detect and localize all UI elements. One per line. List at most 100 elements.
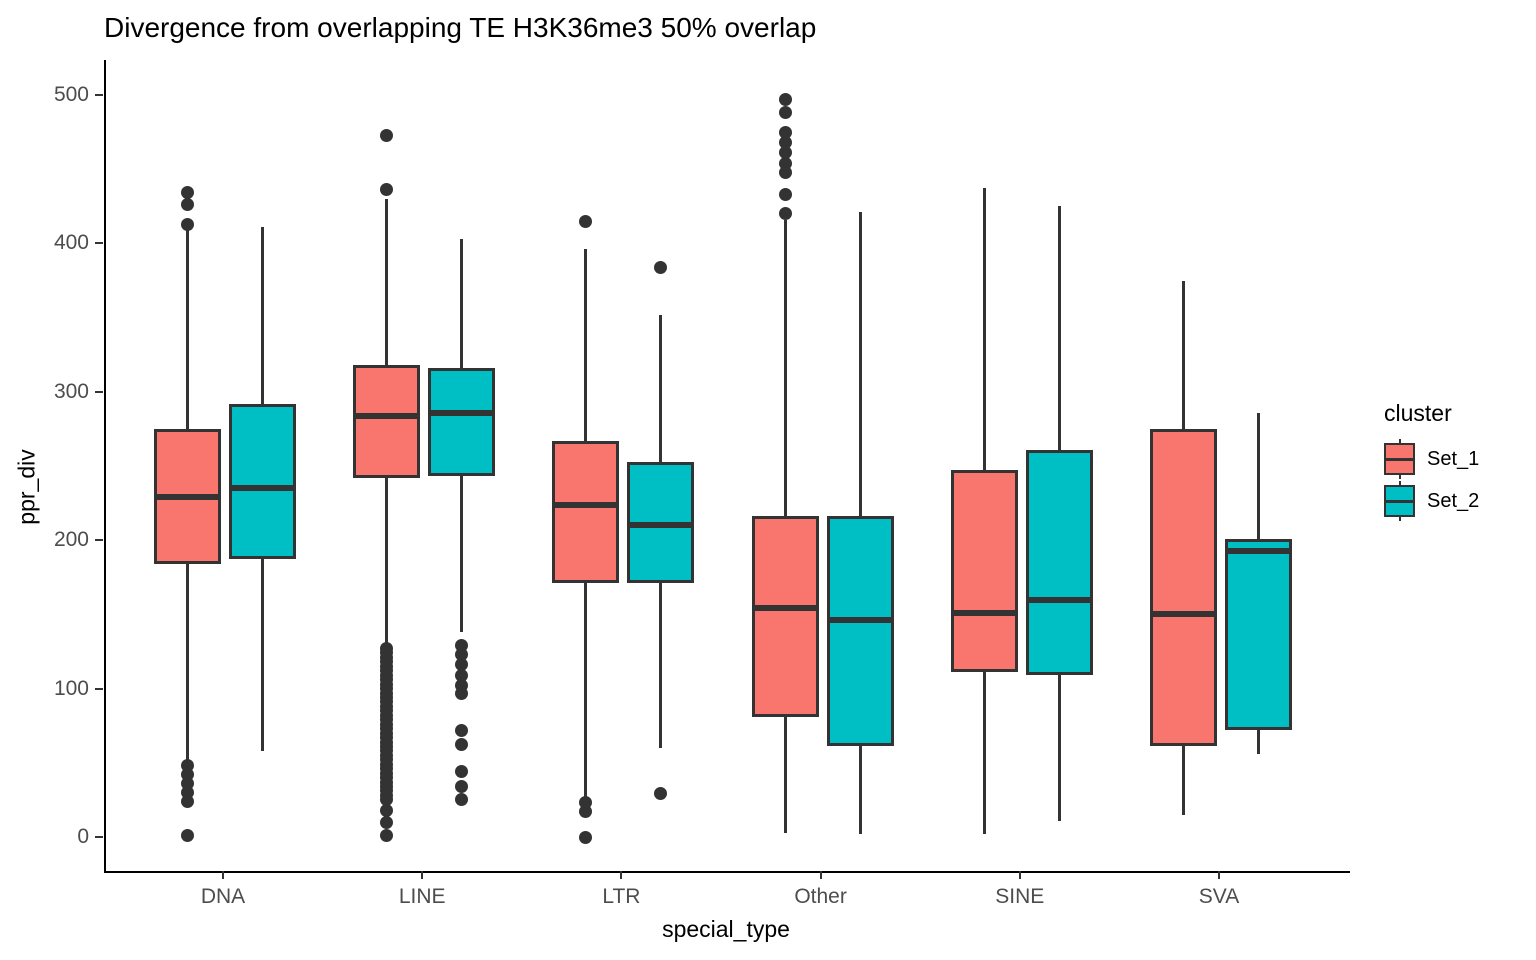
whisker-line [1257, 412, 1260, 539]
y-axis-tick [95, 94, 103, 96]
legend-label-set2: Set_2 [1427, 489, 1480, 512]
median-line [952, 609, 1016, 616]
plot-panel [104, 60, 1350, 873]
outlier-dot [181, 217, 194, 231]
y-tick-label: 400 [53, 231, 89, 255]
whisker-line [385, 477, 389, 646]
whisker-line [1257, 730, 1260, 754]
x-tick-label: LTR [602, 885, 641, 908]
y-axis-tick [95, 242, 103, 245]
median-line [1027, 596, 1091, 603]
x-axis-tick [620, 871, 623, 879]
outlier-dot [778, 187, 792, 201]
median-line [355, 412, 419, 419]
outlier-dot [579, 830, 593, 844]
whisker-line [858, 212, 862, 517]
boxplot-box [353, 365, 421, 478]
outlier-dot [654, 787, 668, 801]
outlier-dot [455, 686, 469, 700]
x-axis-tick [819, 871, 822, 879]
x-tick-label: Other [794, 885, 847, 908]
y-axis-title: ppr_div [13, 449, 40, 525]
whisker-line [783, 716, 787, 833]
outlier-dot [181, 198, 194, 212]
outlier-dot [455, 723, 469, 737]
outlier-dot [455, 780, 469, 794]
legend-key-set2-boxplot-glyph [1384, 481, 1415, 521]
outlier-dot [181, 794, 194, 808]
outlier-dot [778, 135, 792, 149]
legend: cluster Set_1 Set_2 [1384, 400, 1479, 527]
outlier-dot [181, 829, 194, 843]
outlier-dot [455, 738, 469, 752]
y-tick-label: 300 [53, 379, 89, 403]
outlier-dot [778, 106, 792, 120]
median-line [828, 617, 892, 624]
whisker-line [783, 219, 787, 517]
whisker-line [460, 238, 464, 369]
median-line [753, 605, 817, 612]
outlier-dot [579, 805, 593, 819]
outlier-dot [455, 647, 469, 661]
whisker-line [659, 583, 663, 748]
outlier-dot [778, 125, 792, 139]
whisker-line [1057, 675, 1061, 821]
outlier-dot [455, 765, 469, 779]
whisker-line [659, 314, 663, 462]
whisker-line [1057, 206, 1061, 450]
median-line [1152, 611, 1215, 618]
outlier-dot [380, 803, 394, 817]
legend-item-set2: Set_2 [1384, 481, 1480, 521]
y-axis-tick [95, 836, 103, 838]
outlier-dot [380, 128, 394, 142]
x-tick-label: SINE [995, 885, 1045, 908]
chart-title: Divergence from overlapping TE H3K36me3 … [104, 12, 817, 43]
whisker-line [1182, 280, 1185, 429]
y-axis-tick [95, 539, 103, 542]
legend-label-set1: Set_1 [1427, 447, 1480, 470]
outlier-dot [380, 829, 394, 843]
legend-key-set1-boxplot-glyph [1384, 439, 1415, 479]
boxplot-box [552, 440, 620, 584]
x-axis-tick [1218, 871, 1220, 879]
outlier-dot [380, 815, 394, 829]
boxplot-box [1025, 449, 1093, 676]
boxplot-box [1150, 428, 1217, 747]
median-line [629, 522, 693, 529]
y-tick-label: 500 [53, 83, 89, 106]
whisker-line [186, 225, 189, 429]
whisker-line [982, 672, 986, 835]
x-tick-label: DNA [200, 885, 246, 908]
whisker-line [460, 476, 464, 633]
whisker-line [584, 583, 588, 797]
outlier-dot [380, 183, 394, 197]
whisker-line [261, 227, 264, 404]
median-line [231, 485, 294, 492]
whisker-line [261, 559, 264, 751]
x-axis-tick [222, 871, 224, 879]
outlier-dot [455, 658, 469, 672]
boxplot-box [1225, 538, 1292, 731]
y-tick-label: 100 [53, 676, 89, 700]
x-tick-label: LINE [398, 885, 446, 908]
outlier-dot [778, 92, 792, 106]
outlier-dot [455, 793, 469, 807]
whisker-line [385, 198, 389, 366]
boxplot-box [229, 403, 296, 560]
boxplot-box [950, 470, 1018, 673]
outlier-dot [778, 207, 792, 221]
whisker-line [186, 563, 189, 763]
whisker-line [1182, 746, 1185, 815]
median-line [1227, 547, 1290, 554]
y-tick-label: 200 [53, 528, 89, 552]
outlier-dot [778, 146, 792, 160]
x-axis-tick [1018, 871, 1021, 879]
legend-title: cluster [1384, 400, 1452, 426]
x-axis-title: special_type [662, 916, 790, 942]
boxplot-box [428, 368, 496, 477]
y-axis-tick [95, 390, 103, 393]
outlier-dot [778, 165, 792, 179]
outlier-dot [455, 668, 469, 682]
outlier-dot [579, 214, 593, 228]
